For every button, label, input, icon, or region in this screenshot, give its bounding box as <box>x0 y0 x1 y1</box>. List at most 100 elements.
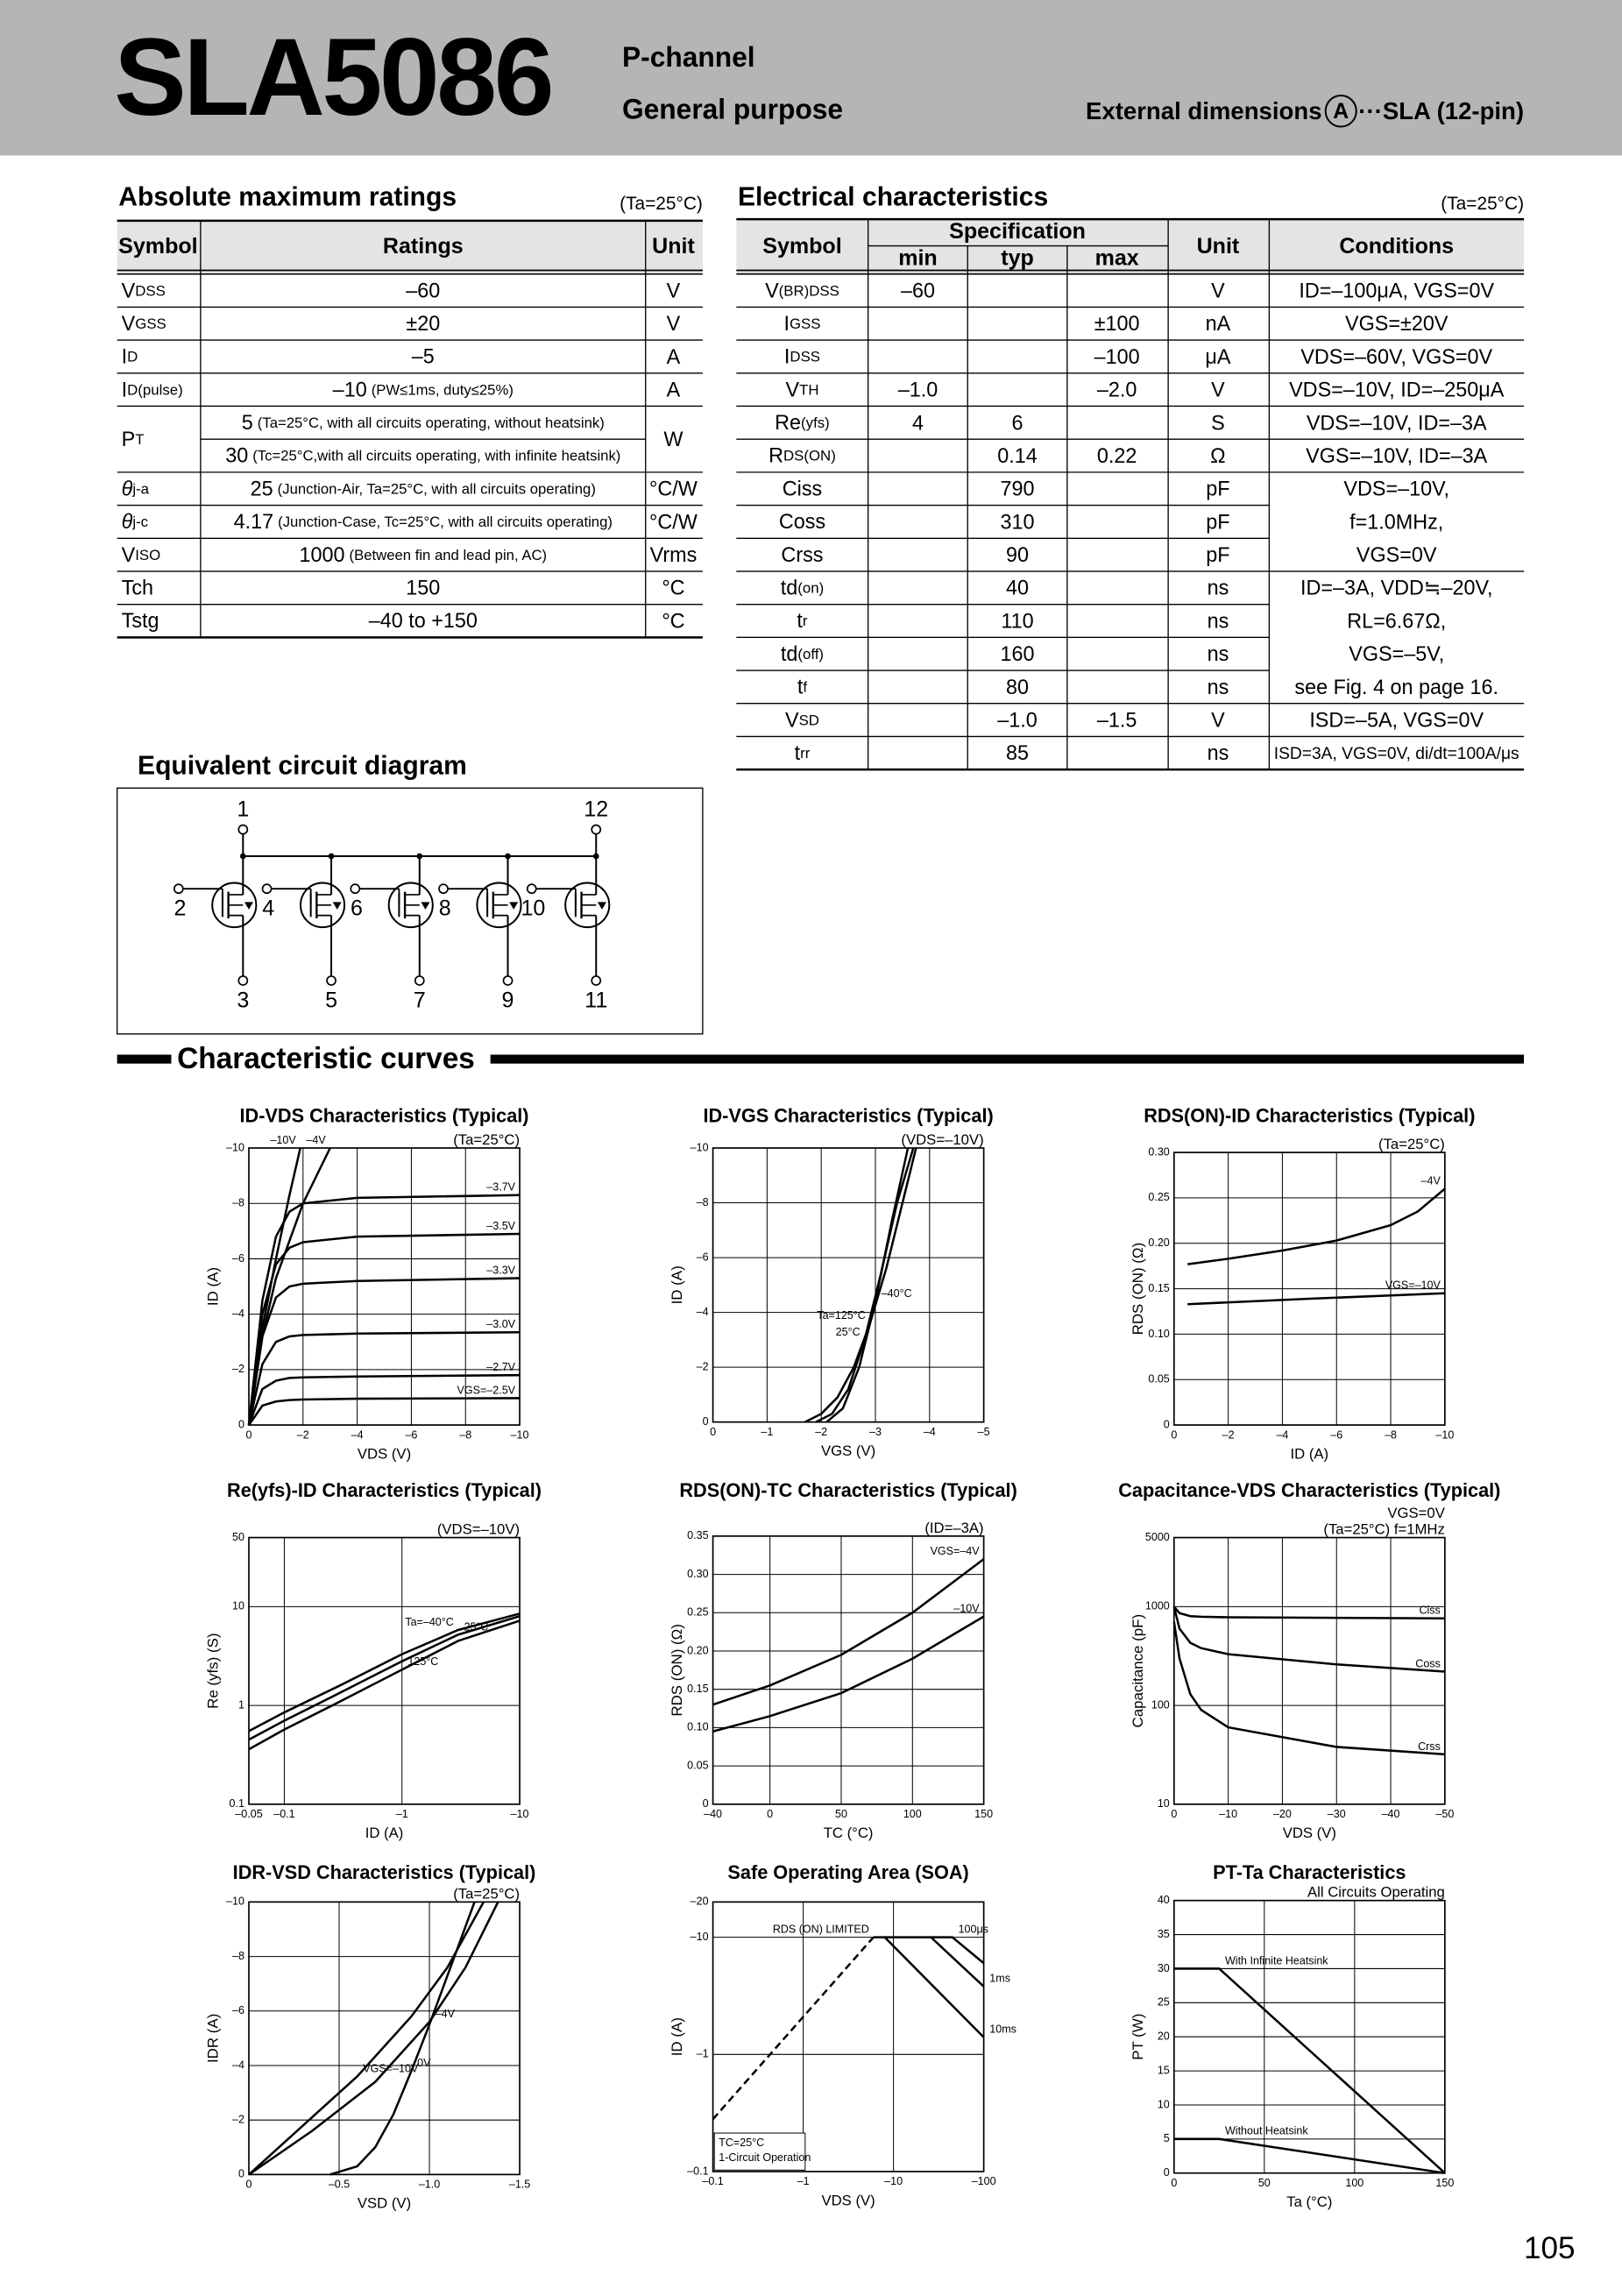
y-tick-label: –4 <box>232 1307 244 1320</box>
cell-unit: V <box>1211 279 1225 301</box>
y-axis-label: PT (W) <box>1130 2014 1146 2060</box>
curve <box>1173 1967 1446 2174</box>
symbol-main: Re <box>775 411 801 434</box>
y-tick-label: 50 <box>232 1531 244 1543</box>
symbol-sub: GSS <box>135 315 166 332</box>
x-tick-label: –5 <box>978 1426 990 1438</box>
plot-frame <box>248 1147 521 1426</box>
rating: 30 (Tc=25°C,with all circuits operating, … <box>225 444 620 467</box>
curve-label: –2.7V <box>486 1361 515 1373</box>
cell-typ: 0.14 <box>997 444 1038 467</box>
curve-label: 0V <box>417 2057 431 2069</box>
x-tick-label: 150 <box>974 1808 993 1820</box>
y-tick-label: 40 <box>1158 1894 1170 1906</box>
chart-title: Re(yfs)-ID Characteristics (Typical) <box>227 1479 542 1501</box>
curve <box>247 1147 301 1426</box>
curve <box>1187 1187 1446 1265</box>
curve <box>1172 1621 1445 1756</box>
cell-typ: 160 <box>1001 642 1035 665</box>
symbol: Re(yfs) <box>775 411 830 434</box>
rating-value: ±20 <box>406 312 440 335</box>
curve <box>712 1558 985 1706</box>
chart-note: (ID=–3A) <box>924 1520 983 1536</box>
chart-note: 1-Circuit Operation <box>719 2151 811 2164</box>
x-tick-label: –1.0 <box>419 2179 440 2191</box>
y-axis-label: Capacitance (pF) <box>1130 1614 1146 1728</box>
pin <box>326 975 336 986</box>
chart-title: IDR-VSD Characteristics (Typical) <box>233 1861 536 1883</box>
y-tick-label: –6 <box>232 1252 244 1265</box>
mosfet-diode <box>421 902 430 910</box>
dimensions-package: ···SLA (12-pin) <box>1358 97 1524 124</box>
column-header: Conditions <box>1339 234 1454 259</box>
chart-note: (Ta=25°C) <box>453 1885 520 1902</box>
x-tick-label: 100 <box>903 1808 922 1820</box>
junction <box>416 853 423 860</box>
application: General purpose <box>622 93 843 124</box>
unit: °C <box>662 609 684 632</box>
x-axis-label: VGS (V) <box>821 1442 875 1459</box>
x-tick-label: –100 <box>972 2175 996 2187</box>
pin <box>438 883 449 895</box>
curve-label: VGS=–10V <box>1385 1279 1441 1292</box>
curve <box>247 1397 521 1426</box>
cell-unit: ns <box>1208 609 1229 632</box>
x-tick-label: –40 <box>704 1808 722 1820</box>
symbol-main: P <box>122 428 136 450</box>
symbol-main: I <box>122 345 128 368</box>
symbol: Ciss <box>783 478 822 500</box>
cell-unit: V <box>1211 708 1225 731</box>
plot-frame <box>712 1147 985 1423</box>
symbol: Tch <box>122 577 153 599</box>
x-tick-label: –20 <box>1273 1808 1292 1820</box>
rating-value: 25 <box>251 478 273 500</box>
y-tick-label: 0 <box>1164 1418 1170 1430</box>
rating-value: –40 to +150 <box>369 609 478 632</box>
x-tick-label: 0 <box>246 2179 252 2191</box>
x-axis-label: VSD (V) <box>358 2195 411 2212</box>
symbol-sub: T <box>135 431 144 448</box>
symbol-sub: r <box>803 613 808 630</box>
column-header: Unit <box>1197 234 1240 259</box>
x-tick-label: –0.1 <box>702 2175 723 2187</box>
pin-label: 6 <box>351 896 363 920</box>
symbol-main: θ <box>122 478 133 500</box>
section-bar <box>490 1054 1525 1064</box>
cell-conditions: VDS=–60V, VGS=0V <box>1300 345 1492 368</box>
symbol-sub: SD <box>799 712 819 729</box>
symbol-sub: TH <box>799 382 818 399</box>
cell-conditions: VDS=–10V, ID=–250μA <box>1289 378 1505 400</box>
x-tick-label: –10 <box>511 1428 529 1441</box>
column-header: typ <box>1001 245 1034 270</box>
y-tick-label: –6 <box>697 1251 709 1263</box>
symbol-sub: ISO <box>135 547 160 563</box>
x-tick-label: 150 <box>1435 2177 1454 2189</box>
symbol: Coss <box>779 510 825 533</box>
y-tick-label: 0.25 <box>1148 1191 1169 1203</box>
y-tick-label: 5 <box>1164 2132 1170 2144</box>
chart-note: VGS=0V <box>1387 1505 1445 1521</box>
y-axis-label: ID (A) <box>669 1265 685 1304</box>
x-tick-label: –1 <box>761 1426 773 1438</box>
symbol: ID(pulse) <box>122 378 183 400</box>
x-tick-label: –10 <box>1219 1808 1237 1820</box>
x-tick-label: –1.5 <box>509 2179 530 2191</box>
x-tick-label: 0 <box>1171 1428 1177 1441</box>
symbol: V(BR)DSS <box>765 279 839 301</box>
curve-label: –4V <box>436 2008 456 2020</box>
cell-conditions: see Fig. 4 on page 16. <box>1294 676 1498 698</box>
junction <box>239 853 246 860</box>
pin <box>591 824 602 835</box>
pin-label: 1 <box>237 797 249 821</box>
curve <box>248 1612 521 1733</box>
x-tick-label: –0.5 <box>329 2179 350 2191</box>
cell-conditions: ISD=3A, VGS=0V, di/dt=100A/μs <box>1274 745 1519 763</box>
pin <box>237 975 249 986</box>
pin <box>237 824 249 835</box>
section-title: Characteristic curves <box>177 1043 475 1075</box>
chart-title: Safe Operating Area (SOA) <box>727 1861 968 1883</box>
y-tick-label: 0 <box>1164 2166 1170 2179</box>
y-tick-label: –4 <box>697 1306 709 1318</box>
y-tick-label: 0.25 <box>687 1606 708 1619</box>
cell-max: –2.0 <box>1097 378 1137 400</box>
